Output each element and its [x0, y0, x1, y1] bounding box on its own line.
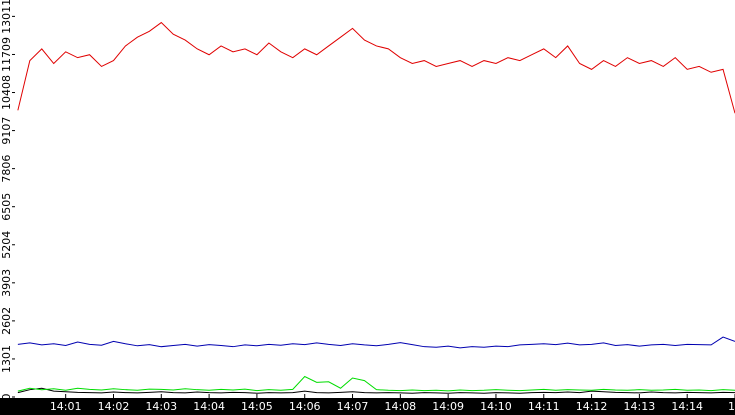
x-tick-label: 14:12	[576, 400, 608, 413]
y-tick-label: 0	[0, 394, 13, 401]
series-line	[17, 21, 735, 114]
x-tick-label: 14:02	[98, 400, 130, 413]
x-tick-label: 14:10	[480, 400, 512, 413]
y-tick-label: 7806	[0, 155, 13, 183]
x-tick-label: 14:06	[289, 400, 321, 413]
y-tick-label: 9107	[0, 117, 13, 145]
x-tick-label: 14:11	[528, 400, 560, 413]
x-tick-label: 14:03	[145, 400, 177, 413]
x-tick-label: 14:08	[384, 400, 416, 413]
x-tick-label: 14:09	[432, 400, 464, 413]
x-axis-bar	[0, 398, 735, 415]
series-line	[17, 387, 735, 394]
x-tick-label: 14:01	[50, 400, 82, 413]
y-tick-label: 3903	[0, 269, 13, 297]
y-tick-label: 13011	[0, 0, 13, 34]
y-tick-label: 1301	[0, 345, 13, 373]
x-tick-label: 14:07	[337, 400, 369, 413]
y-tick-label: 6505	[0, 193, 13, 221]
y-tick-label: 5204	[0, 231, 13, 259]
y-tick-label: 2602	[0, 307, 13, 335]
x-tick-label: 14:13	[624, 400, 656, 413]
x-tick-label: 14:14	[671, 400, 703, 413]
x-tick-label: 14	[728, 400, 735, 413]
x-tick-label: 14:05	[241, 400, 273, 413]
x-tick-label: 14:04	[193, 400, 225, 413]
series-line	[17, 375, 735, 392]
y-tick-label: 11709	[0, 37, 13, 72]
y-tick-label: 10408	[0, 75, 13, 110]
series-line	[17, 336, 735, 349]
